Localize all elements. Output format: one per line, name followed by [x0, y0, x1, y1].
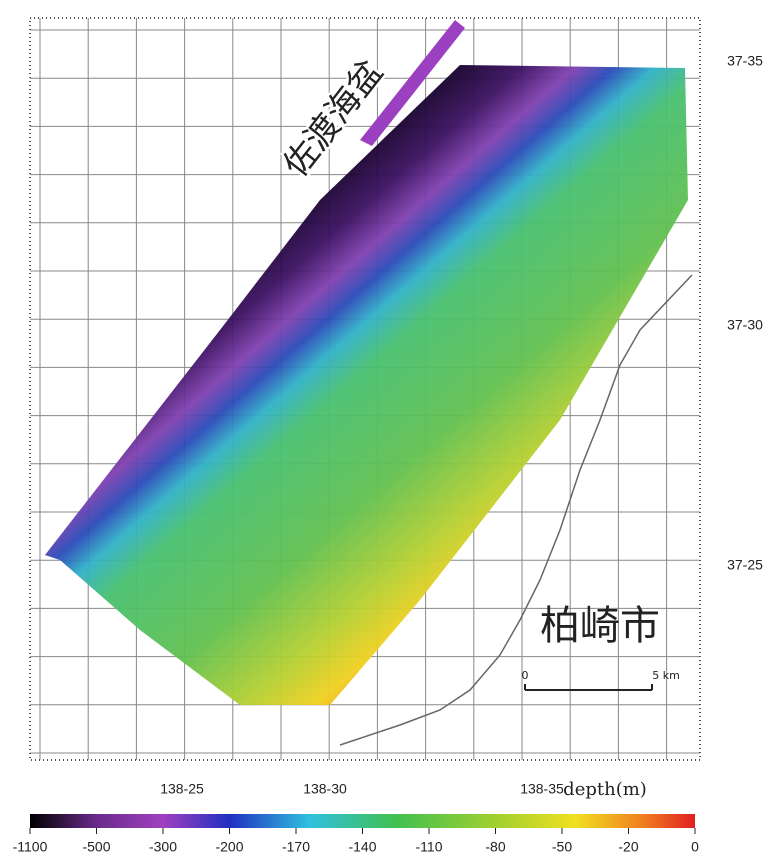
map-figure: 佐渡海盆 柏崎市 0 5 km depth(m) 37-3537-3037-25…: [0, 0, 775, 861]
scale-start: 0: [522, 669, 529, 682]
lon-label: 138-35: [520, 781, 564, 797]
lat-label: 37-25: [727, 557, 763, 573]
colorbar-tick-label: 0: [691, 839, 699, 855]
lat-label: 37-30: [727, 317, 763, 333]
colorbar-tick-label: -500: [82, 839, 110, 855]
scale-end: 5 km: [652, 669, 680, 682]
colorbar-tick-label: -170: [282, 839, 310, 855]
colorbar-tick-label: -1100: [13, 839, 48, 855]
colorbar: [30, 814, 695, 828]
colorbar-tick-label: -20: [618, 839, 638, 855]
city-label: 柏崎市: [540, 603, 660, 649]
colorbar-tick-label: -140: [348, 839, 376, 855]
colorbar-tick-label: -50: [552, 839, 572, 855]
colorbar-title: depth(m): [563, 779, 647, 800]
colorbar-tick-label: -300: [149, 839, 177, 855]
lon-label: 138-25: [160, 781, 204, 797]
colorbar-tick-label: -110: [416, 839, 443, 855]
lon-label: 138-30: [303, 781, 347, 797]
lat-label: 37-35: [727, 53, 763, 69]
colorbar-tick-label: -200: [215, 839, 243, 855]
colorbar-tick-label: -80: [485, 839, 505, 855]
